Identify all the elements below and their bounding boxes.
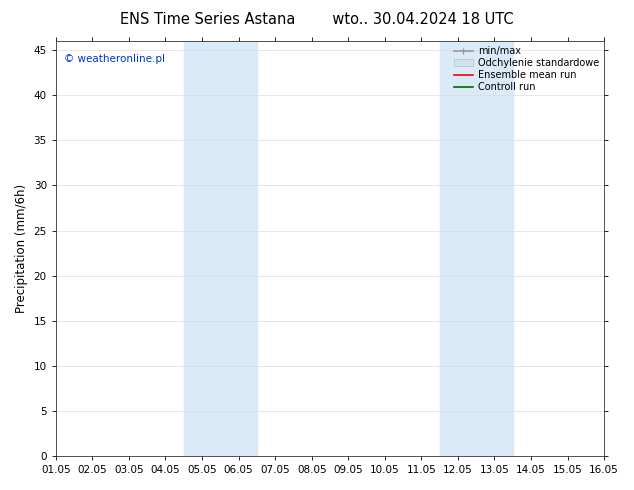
Text: ENS Time Series Astana        wto.. 30.04.2024 18 UTC: ENS Time Series Astana wto.. 30.04.2024 …	[120, 12, 514, 27]
Text: © weatheronline.pl: © weatheronline.pl	[64, 54, 165, 64]
Legend: min/max, Odchylenie standardowe, Ensemble mean run, Controll run: min/max, Odchylenie standardowe, Ensembl…	[454, 46, 599, 92]
Y-axis label: Precipitation (mm/6h): Precipitation (mm/6h)	[15, 184, 28, 313]
Bar	[439, 41, 513, 456]
Bar	[184, 41, 257, 456]
